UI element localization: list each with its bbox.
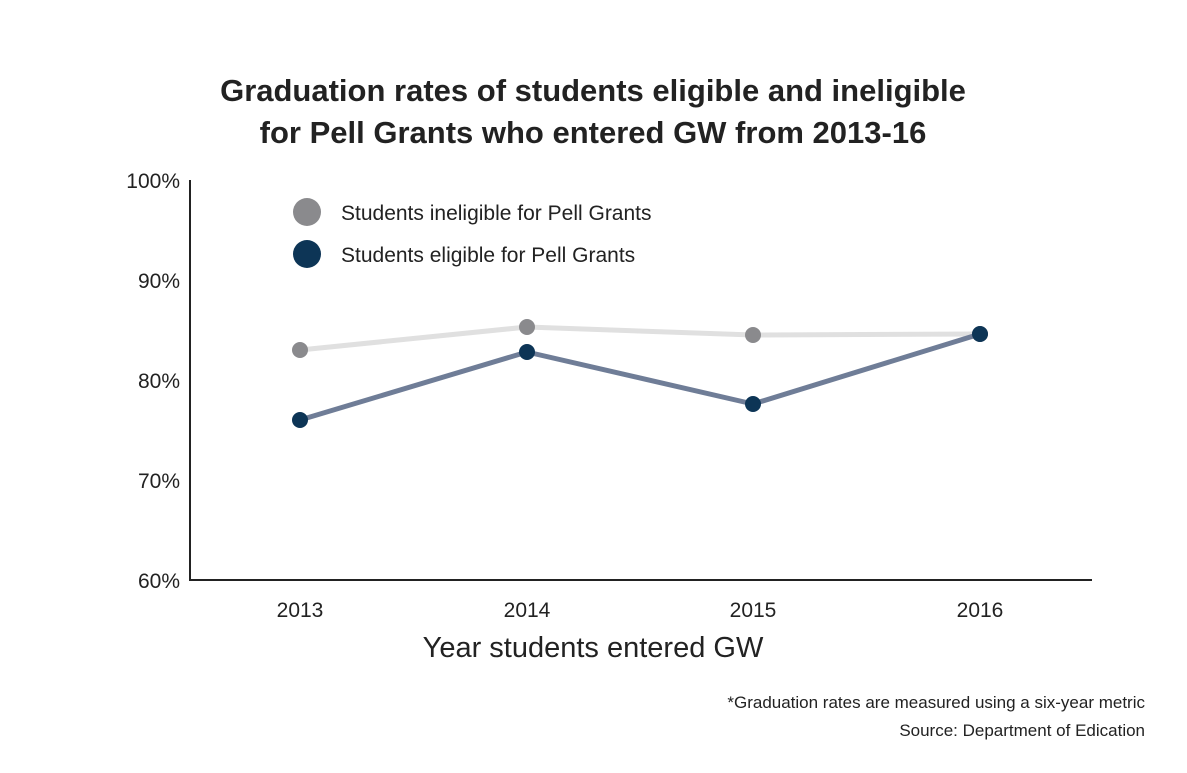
- footnote: *Graduation rates are measured using a s…: [727, 693, 1145, 712]
- series-line-eligible: [297, 331, 983, 423]
- series-layer: [292, 319, 988, 428]
- data-point-ineligible-2013: [292, 342, 308, 358]
- y-tick-label: 90%: [138, 270, 180, 293]
- legend: Students ineligible for Pell Grants Stud…: [293, 198, 652, 268]
- y-tick-label: 100%: [126, 170, 180, 193]
- data-point-eligible-2014: [519, 344, 535, 360]
- data-point-eligible-2013: [292, 412, 308, 428]
- y-tick-label: 80%: [138, 370, 180, 393]
- data-point-eligible-2015: [745, 396, 761, 412]
- legend-marker-eligible: [293, 240, 321, 268]
- x-tick-label: 2016: [957, 599, 1004, 622]
- legend-marker-ineligible: [293, 198, 321, 226]
- chart-title-line-2: for Pell Grants who entered GW from 2013…: [260, 115, 927, 150]
- series-line-ineligible: [297, 324, 983, 353]
- data-point-ineligible-2015: [745, 327, 761, 343]
- data-point-eligible-2016: [972, 326, 988, 342]
- x-axis-label: Year students entered GW: [423, 632, 764, 664]
- legend-label-ineligible: Students ineligible for Pell Grants: [341, 202, 652, 225]
- x-axis-ticks: 2013 2014 2015 2016: [277, 599, 1004, 622]
- y-tick-label: 60%: [138, 570, 180, 593]
- x-tick-label: 2015: [730, 599, 777, 622]
- y-tick-label: 70%: [138, 470, 180, 493]
- source-note: Source: Department of Edication: [899, 721, 1145, 740]
- x-tick-label: 2013: [277, 599, 324, 622]
- x-tick-label: 2014: [504, 599, 551, 622]
- legend-label-eligible: Students eligible for Pell Grants: [341, 244, 635, 267]
- data-point-ineligible-2014: [519, 319, 535, 335]
- chart-title-line-1: Graduation rates of students eligible an…: [220, 73, 966, 108]
- y-axis-ticks: 60% 70% 80% 90% 100%: [126, 170, 180, 593]
